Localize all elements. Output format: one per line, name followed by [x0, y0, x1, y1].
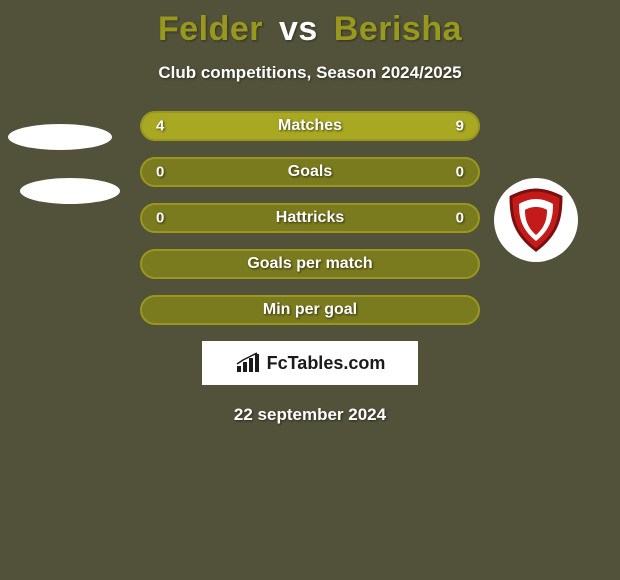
brand-badge: FcTables.com [202, 341, 418, 385]
bar-value-left: 4 [156, 118, 164, 135]
brand-text: FcTables.com [267, 353, 386, 374]
player2-name: Berisha [334, 10, 462, 48]
bar-label: Hattricks [276, 209, 344, 227]
player1-photo-placeholder [8, 124, 112, 150]
stat-bar: Goals per match [140, 249, 480, 279]
bar-value-left: 0 [156, 210, 164, 227]
bar-value-left: 0 [156, 164, 164, 181]
shield-icon [505, 187, 567, 253]
page-title: Felder vs Berisha [0, 0, 620, 49]
bar-value-right: 0 [456, 164, 464, 181]
bar-value-right: 9 [456, 118, 464, 135]
bar-label: Min per goal [263, 301, 357, 319]
vs-separator: vs [279, 10, 318, 48]
bar-value-right: 0 [456, 210, 464, 227]
subtitle: Club competitions, Season 2024/2025 [0, 63, 620, 83]
stat-bar: Min per goal [140, 295, 480, 325]
bar-label: Goals [288, 163, 332, 181]
player1-club-placeholder [20, 178, 120, 204]
bar-label: Goals per match [247, 255, 372, 273]
date-text: 22 september 2024 [0, 405, 620, 425]
stat-bar: Matches 4 9 [140, 111, 480, 141]
stat-bar: Hattricks 0 0 [140, 203, 480, 233]
player2-club-crest [494, 178, 578, 262]
chart-icon [235, 352, 261, 374]
player1-name: Felder [158, 10, 263, 48]
stat-bar: Goals 0 0 [140, 157, 480, 187]
bar-label: Matches [278, 117, 342, 135]
